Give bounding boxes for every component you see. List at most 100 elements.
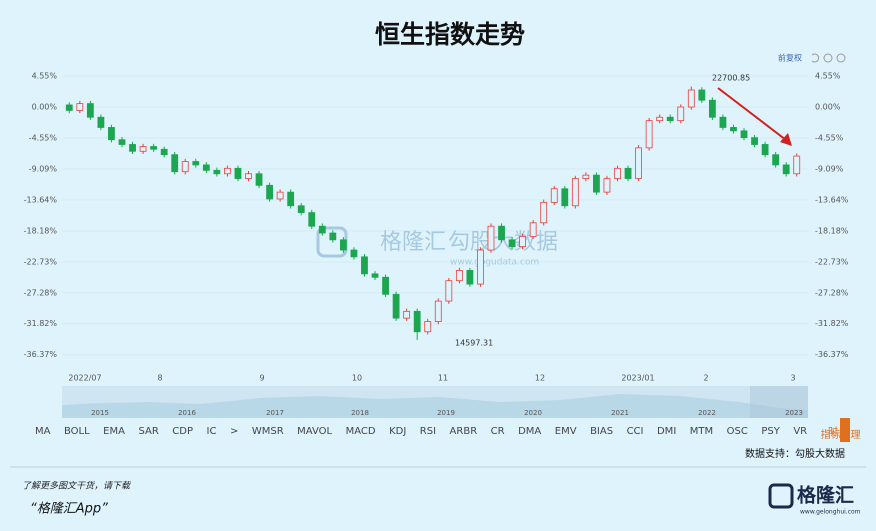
- indicator-tab[interactable]: ARBR: [449, 426, 478, 437]
- navigator-window[interactable]: [750, 386, 808, 418]
- candle-body: [255, 173, 263, 186]
- candle-body: [297, 205, 305, 213]
- navigator-label: 2020: [524, 409, 542, 417]
- candle-body: [571, 178, 579, 207]
- indicator-tab[interactable]: CR: [490, 426, 505, 437]
- candle-body: [266, 184, 273, 200]
- indicator-tab[interactable]: MAVOL: [297, 426, 333, 437]
- watermark: www.gogudata.com: [450, 258, 539, 268]
- navigator-label: 2015: [91, 409, 109, 417]
- indicator-tab[interactable]: MA: [35, 426, 51, 437]
- indicator-tab[interactable]: >: [229, 426, 239, 437]
- indicator-tab[interactable]: 指标管理: [820, 430, 861, 441]
- candle-body: [466, 270, 474, 285]
- indicator-tab[interactable]: DMI: [656, 426, 677, 437]
- indicator-tab[interactable]: MTM: [689, 426, 714, 437]
- candle-body: [318, 225, 326, 234]
- adjust-button[interactable]: 前复权: [778, 53, 802, 63]
- candle-body: [740, 130, 748, 139]
- indicator-tab[interactable]: BOLL: [63, 426, 90, 437]
- navigator-label: 2021: [611, 409, 629, 417]
- x-tick-label: 2023/01: [621, 374, 654, 383]
- candle-body: [603, 178, 611, 193]
- candle-body: [529, 222, 537, 237]
- candle-body: [339, 239, 347, 251]
- indicator-tab[interactable]: SAR: [138, 426, 159, 437]
- candle-body: [477, 249, 484, 285]
- candle-body: [403, 310, 411, 319]
- candle-body: [276, 191, 284, 200]
- watermark: 格隆汇: [380, 230, 446, 255]
- candle-body: [108, 127, 115, 141]
- candle-body: [329, 232, 337, 241]
- candle-body: [561, 188, 569, 207]
- indicator-tab[interactable]: RSI: [419, 426, 437, 437]
- candle-body: [666, 116, 674, 122]
- candle-body: [171, 154, 179, 173]
- candle-body: [656, 116, 664, 122]
- navigator-label: 2022: [698, 409, 716, 417]
- candle-body: [129, 144, 136, 152]
- candle-body: [424, 321, 432, 333]
- candle-body: [160, 148, 168, 156]
- candle-body: [361, 256, 368, 275]
- candle-body: [708, 99, 716, 118]
- y2-tick-label: 4.55%: [815, 72, 841, 81]
- navigator-label: 2017: [266, 409, 284, 417]
- indicator-tab[interactable]: IC: [206, 426, 217, 437]
- indicator-tab[interactable]: MACD: [345, 426, 376, 437]
- x-tick-label: 9: [259, 374, 264, 383]
- x-tick-label: 12: [535, 374, 545, 383]
- chart-title: 恒生指数走势: [375, 20, 525, 49]
- candle-body: [624, 167, 632, 179]
- indicator-tab[interactable]: BIAS: [590, 426, 614, 437]
- indicator-tab[interactable]: VR: [793, 426, 808, 437]
- candle-body: [192, 161, 200, 166]
- indicator-bar: MA BOLL EMA SAR CDP IC > WMSR MAVOL MACD KDJ RSI ARB…: [35, 426, 861, 441]
- indicator-tab[interactable]: EMV: [554, 426, 577, 437]
- indicator-tab[interactable]: PSY: [761, 426, 780, 437]
- zoom-icons[interactable]: [811, 53, 846, 63]
- indicator-tab[interactable]: OSC: [726, 426, 748, 437]
- indicator-tab[interactable]: CDP: [172, 426, 194, 437]
- candle-body: [213, 169, 221, 175]
- candle-body: [65, 104, 73, 111]
- candle-body: [97, 116, 105, 128]
- candle-body: [782, 164, 790, 175]
- candle-body: [614, 167, 621, 179]
- candle-body: [202, 164, 210, 171]
- candle-body: [687, 89, 695, 108]
- indicator-tab[interactable]: EMA: [103, 426, 125, 437]
- logo: 格隆汇: [797, 484, 854, 507]
- time-tab[interactable]: 时: [828, 426, 838, 438]
- y2-tick-label: -31.82%: [815, 319, 849, 328]
- candle-body: [730, 127, 737, 132]
- candle-body: [519, 236, 527, 248]
- candle-body: [487, 225, 495, 251]
- candle-body: [150, 146, 158, 150]
- indicator-tab[interactable]: KDJ: [389, 426, 407, 437]
- y2-tick-label: -27.28%: [815, 288, 849, 297]
- indicator-tab[interactable]: WMSR: [251, 426, 284, 437]
- navigator-area: [62, 394, 808, 418]
- x-tick-label: 3: [790, 374, 795, 383]
- candle-body: [245, 173, 252, 179]
- candle-body: [76, 103, 84, 111]
- indicator-tab[interactable]: DMA: [518, 426, 542, 437]
- candle-body: [371, 273, 379, 278]
- candle-body: [677, 106, 685, 122]
- candle-body: [593, 174, 600, 193]
- y-tick-label: -31.82%: [24, 319, 58, 328]
- candle-body: [550, 188, 558, 203]
- y-tick-label: -27.28%: [24, 288, 58, 297]
- candle-body: [181, 161, 189, 173]
- y-tick-label: -9.09%: [29, 164, 58, 173]
- indicator-tab[interactable]: CCI: [626, 426, 644, 437]
- annotation: 14597.31: [455, 339, 493, 348]
- logo-url: www.gelonghui.com: [800, 509, 861, 516]
- annotation: 22700.85: [712, 74, 750, 83]
- x-tick-label: 2022/07: [68, 374, 101, 383]
- x-tick-label: 11: [438, 374, 448, 383]
